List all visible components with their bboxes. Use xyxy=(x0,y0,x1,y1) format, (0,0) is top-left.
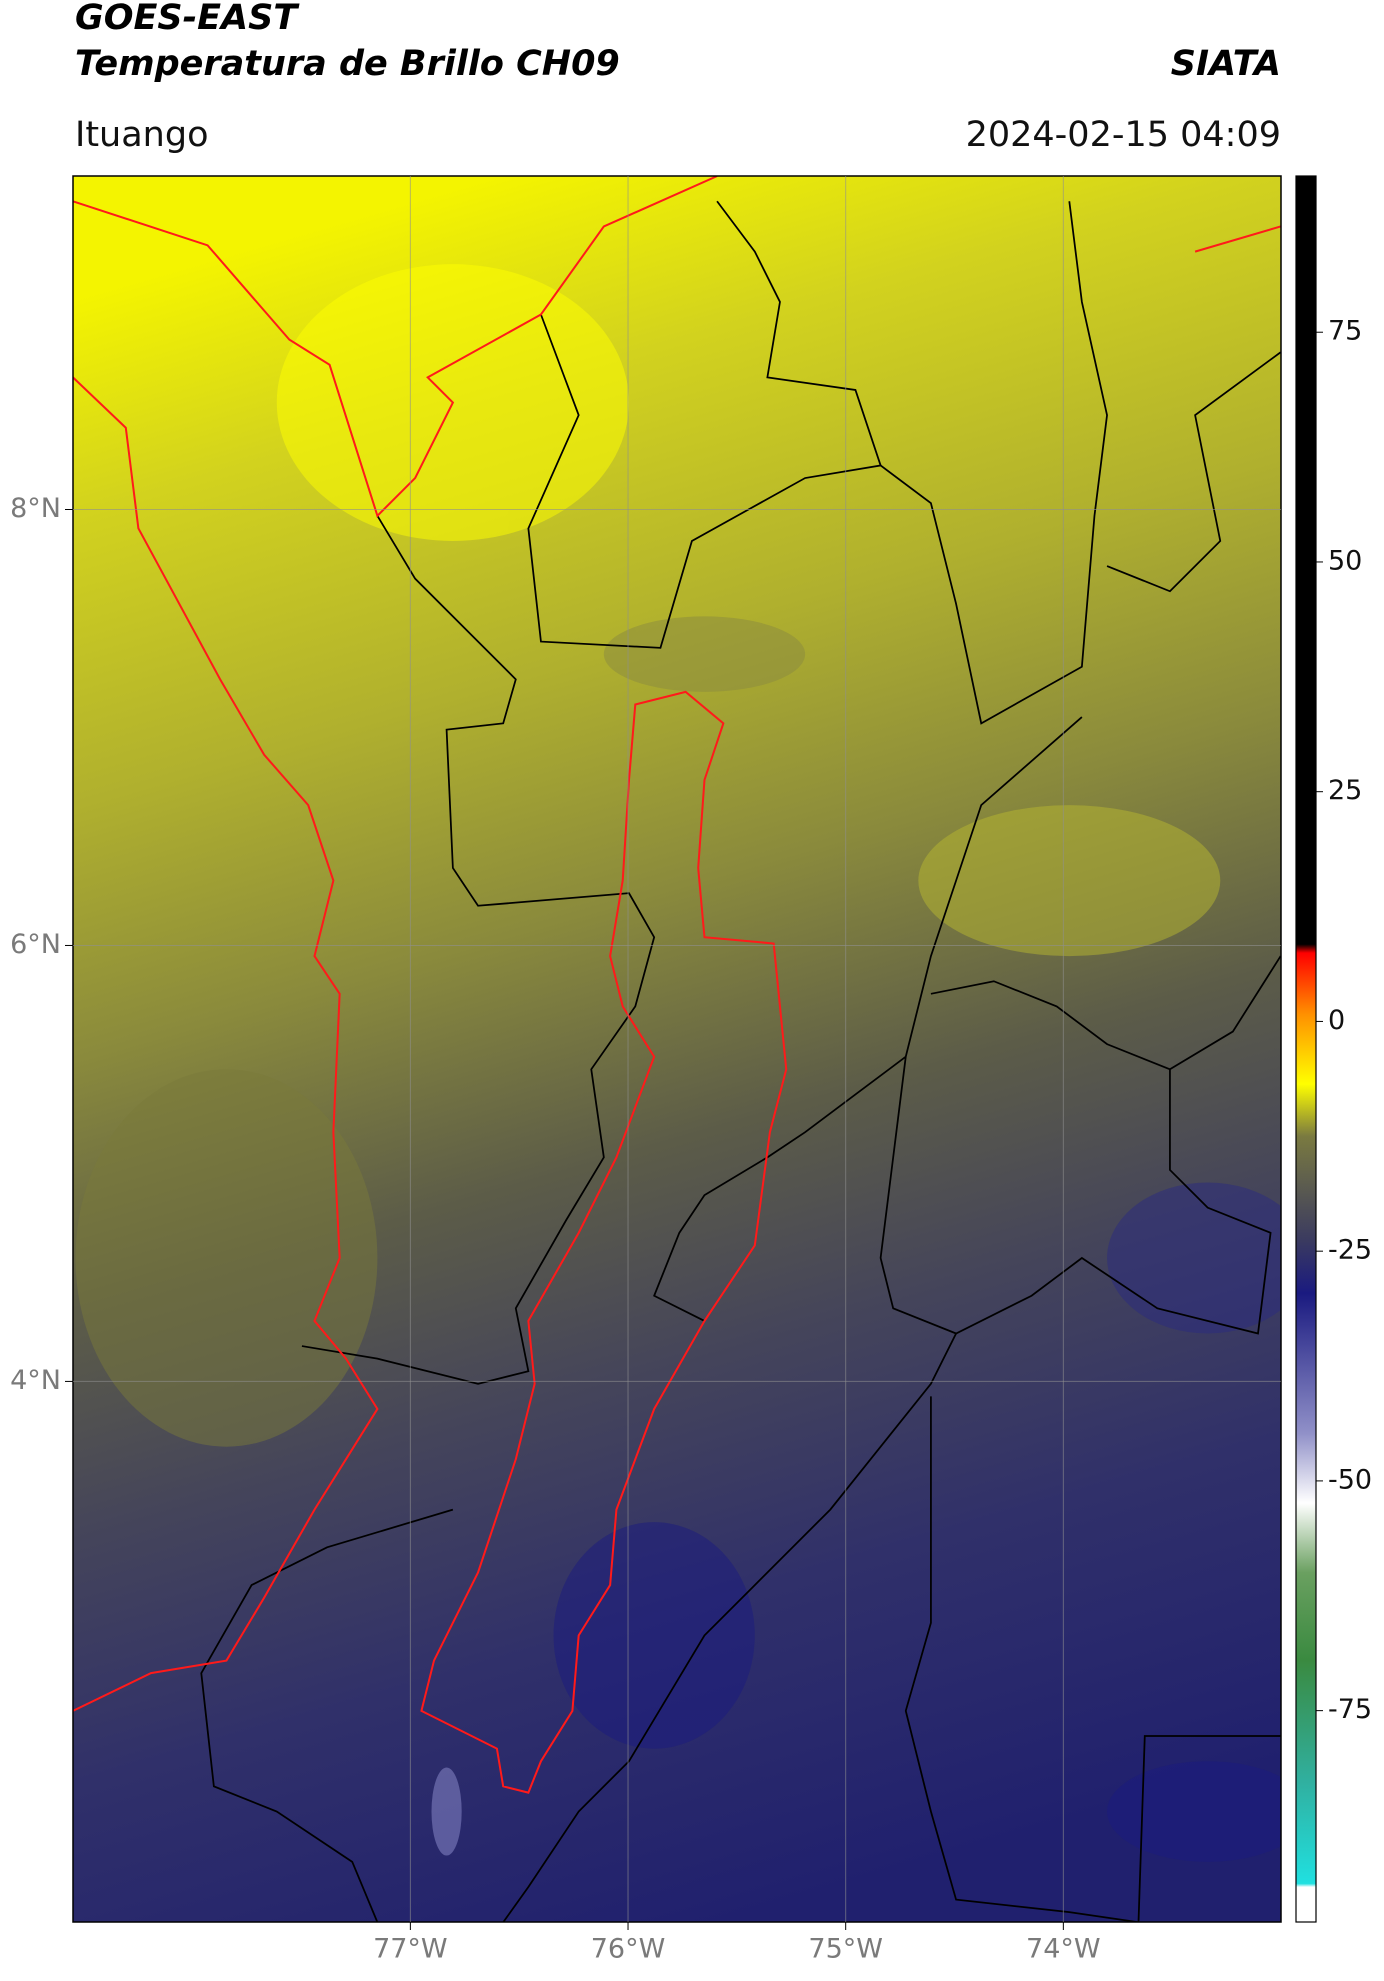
datetime: 2024-02-15 04:09 xyxy=(966,115,1281,155)
lat-tick-label: 4°N xyxy=(10,1365,61,1396)
map-frame xyxy=(72,175,1282,1923)
lat-tick-label: 6°N xyxy=(10,929,61,960)
region: Ituango xyxy=(75,115,209,155)
colorbar-tick-label: 50 xyxy=(1328,545,1362,576)
lon-tick-label: 75°W xyxy=(808,1934,883,1965)
colorbar-tick-label: 25 xyxy=(1328,775,1362,806)
admin-boundaries xyxy=(200,200,1281,1922)
map-image xyxy=(73,176,1281,1922)
colorbar-tick-label: -50 xyxy=(1328,1464,1372,1495)
lon-tick-label: 74°W xyxy=(1026,1934,1101,1965)
coast-and-basin xyxy=(73,176,1281,1794)
colorbar-tick-label: 75 xyxy=(1328,316,1362,347)
title-line1: GOES-EAST xyxy=(75,0,300,38)
colorbar-tick-label: -75 xyxy=(1328,1694,1372,1725)
lat-tick-label: 8°N xyxy=(10,493,61,524)
source: SIATA xyxy=(1171,44,1281,84)
lon-tick-label: 76°W xyxy=(591,1934,666,1965)
title-line2: Temperatura de Brillo CH09 xyxy=(75,44,620,84)
colorbar xyxy=(1295,175,1317,1923)
lon-tick-label: 77°W xyxy=(373,1934,448,1965)
colorbar-tick-label: -25 xyxy=(1328,1235,1372,1266)
colorbar-tick-label: 0 xyxy=(1328,1005,1345,1036)
